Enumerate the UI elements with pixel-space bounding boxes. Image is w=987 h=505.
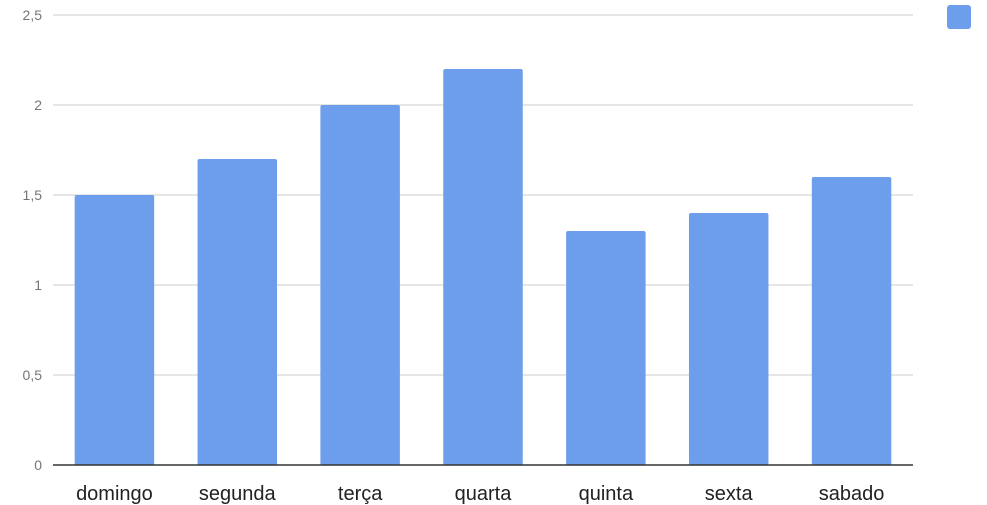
bars xyxy=(74,69,892,465)
bar-sabado xyxy=(811,177,892,465)
bar-quinta xyxy=(566,231,646,465)
x-tick-label: sabado xyxy=(819,483,885,505)
y-tick-label: 0 xyxy=(34,457,42,473)
bar-terça xyxy=(320,105,400,465)
bar-sexta xyxy=(688,213,769,465)
x-tick-label: domingo xyxy=(76,483,153,505)
x-tick-label: terça xyxy=(338,483,383,505)
axes: 0 0,5 1 1,5 2 2,5 domingo segunda terça quarta qui… xyxy=(23,7,913,505)
legend-swatch xyxy=(947,5,971,29)
x-tick-label: segunda xyxy=(199,483,277,505)
y-tick-label: 2 xyxy=(34,97,42,113)
bar-quarta xyxy=(443,69,523,465)
x-tick-label: sexta xyxy=(705,483,754,505)
bar-domingo xyxy=(74,195,155,465)
bar-segunda xyxy=(197,159,278,465)
y-tick-label: 1,5 xyxy=(23,187,43,203)
y-tick-label: 1 xyxy=(34,277,42,293)
legend xyxy=(947,5,971,29)
x-tick-label: quarta xyxy=(455,483,513,505)
y-tick-label: 2,5 xyxy=(23,7,43,23)
x-tick-label: quinta xyxy=(579,483,634,505)
y-tick-label: 0,5 xyxy=(23,367,43,383)
